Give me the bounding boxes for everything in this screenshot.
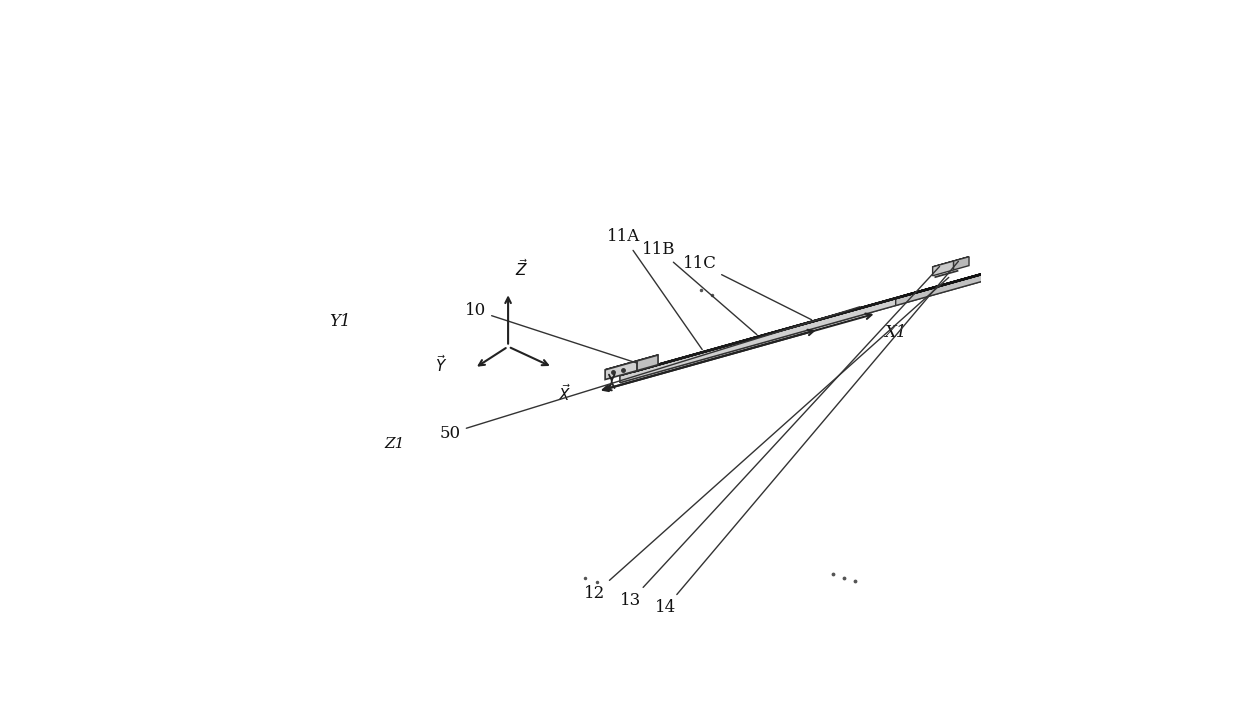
Polygon shape <box>605 361 637 380</box>
Polygon shape <box>620 298 895 383</box>
Polygon shape <box>911 271 991 294</box>
Polygon shape <box>801 303 880 325</box>
Polygon shape <box>966 256 1045 279</box>
Polygon shape <box>841 237 1116 321</box>
Text: 11C: 11C <box>682 255 812 320</box>
Polygon shape <box>911 271 991 294</box>
Polygon shape <box>691 334 770 355</box>
Polygon shape <box>801 303 880 325</box>
Polygon shape <box>801 303 880 325</box>
Polygon shape <box>966 256 1045 279</box>
Polygon shape <box>911 271 991 294</box>
Text: 11A: 11A <box>608 228 702 349</box>
Polygon shape <box>932 257 968 267</box>
Text: 14: 14 <box>655 261 959 617</box>
Polygon shape <box>620 313 841 383</box>
Text: $\vec{X}$: $\vec{X}$ <box>558 383 572 404</box>
Polygon shape <box>856 287 935 309</box>
Text: 11B: 11B <box>641 240 756 334</box>
Polygon shape <box>605 355 658 370</box>
Text: 10: 10 <box>465 302 637 363</box>
Text: $\vec{Y}$: $\vec{Y}$ <box>435 354 448 375</box>
Polygon shape <box>954 257 968 270</box>
Polygon shape <box>895 237 1116 305</box>
Polygon shape <box>856 287 935 309</box>
Polygon shape <box>932 261 954 276</box>
Polygon shape <box>856 287 935 309</box>
Polygon shape <box>745 318 825 340</box>
Polygon shape <box>620 237 1116 375</box>
Text: 50: 50 <box>440 307 861 442</box>
Polygon shape <box>745 318 825 340</box>
Polygon shape <box>745 318 825 340</box>
Polygon shape <box>691 334 770 355</box>
Text: 13: 13 <box>620 266 940 609</box>
Text: Z1: Z1 <box>384 437 405 451</box>
Polygon shape <box>1022 240 1101 263</box>
Polygon shape <box>801 303 880 325</box>
Text: Y1: Y1 <box>329 313 351 330</box>
Polygon shape <box>856 287 935 309</box>
Text: $\vec{Z}$: $\vec{Z}$ <box>516 258 528 279</box>
Polygon shape <box>637 355 658 370</box>
Polygon shape <box>635 349 714 371</box>
Text: X1: X1 <box>884 323 906 341</box>
Text: 12: 12 <box>584 277 949 602</box>
